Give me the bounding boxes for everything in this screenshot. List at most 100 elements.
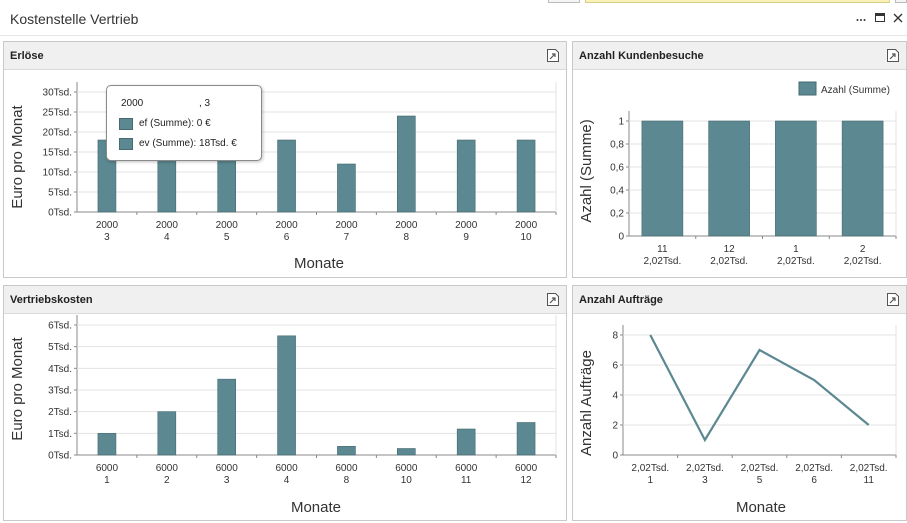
bar [217,378,236,456]
x-tick-label: 2,02Tsd. [777,256,815,267]
chart-kundenbesuche: 0 0,2 0,4 0,6 0,8 1 11 2,02Tsd. 12 2,02Tsd. 1 2,02T… [573,71,906,277]
y-tick-label: 6Tsd. [48,321,72,332]
x-tick-label: 5 [224,232,230,243]
export-icon[interactable] [546,48,560,63]
x-tick-label: 2,02Tsd. [631,463,669,474]
tooltip-row-label: ef (Summe): 0 € [139,118,211,129]
y-tick-label: 0,2 [610,209,624,220]
kundenbesuche-chart-svg: 00,20,40,60,81112,02Tsd.122,02Tsd.12,02T… [578,81,897,267]
y-tick-label: 5Tsd. [48,342,72,353]
y-tick-label: 2Tsd. [48,407,72,418]
x-tick-label: 3 [104,232,110,243]
chart-vertriebskosten: 0Tsd. 1Tsd. 2Tsd. 3Tsd. 4Tsd. 5Tsd. 6Tsd. 6000 1… [4,315,566,520]
close-icon[interactable] [893,11,903,26]
x-tick-label: 8 [404,232,410,243]
x-tick-label: 7 [344,232,350,243]
x-tick-label: 6000 [335,463,358,474]
legend-label: Azahl (Summe) [821,85,890,96]
x-tick-label: 6000 [275,463,298,474]
y-tick-label: 15Tsd. [43,148,72,159]
x-tick-label: 2000 [395,220,418,231]
x-tick-label: 2,02Tsd. [850,463,888,474]
x-tick-label: 3 [224,475,230,486]
y-tick-label: 0,4 [610,186,624,197]
window-titlebar: Kostenstelle Vertrieb [0,0,907,36]
x-tick-label: 2,02Tsd. [686,463,724,474]
y-tick-label: 1 [618,117,624,128]
x-tick-label: 2000 [96,220,119,231]
panel-header: Erlöse [4,42,566,70]
y-tick-label: 0 [612,451,618,462]
x-tick-label: 6 [284,232,290,243]
y-axis-title: Anzahl Aufträge [578,350,595,456]
export-icon[interactable] [886,48,900,63]
y-tick-label: 1Tsd. [48,429,72,440]
bar [516,139,536,213]
bar [337,446,356,456]
panel-header: Vertriebskosten [4,286,566,314]
auftraege-chart-svg: 024682,02Tsd.12,02Tsd.32,02Tsd.52,02Tsd.… [578,325,897,516]
legend-swatch [798,81,817,96]
panel-kundenbesuche: Anzahl Kundenbesuche 0 0,2 0,4 0,6 0,8 1 11 2,0… [572,41,907,278]
restore-icon[interactable] [875,11,885,26]
x-axis-title: Monate [294,255,344,272]
x-tick-label: 2 [860,244,866,255]
x-tick-label: 2,02Tsd. [643,256,681,267]
y-axis-title: Euro pro Monat [9,336,26,440]
bar [277,335,296,456]
tooltip-row-label: ev (Summe): 18Tsd. € [139,138,237,149]
x-tick-label: 2,02Tsd. [844,256,882,267]
x-tick-label: 2,02Tsd. [741,463,779,474]
x-tick-label: 9 [463,232,469,243]
y-tick-label: 2 [612,421,618,432]
y-tick-label: 4 [612,391,618,402]
x-tick-label: 2 [164,475,170,486]
bar [456,428,476,456]
bar [841,120,884,237]
ellipsis-icon[interactable] [856,11,866,26]
y-axis-title: Azahl (Summe) [578,119,595,222]
x-tick-label: 11 [657,244,668,255]
x-tick-label: 12 [521,475,533,486]
x-tick-label: 4 [284,475,290,486]
bar [397,115,416,213]
x-tick-label: 12 [724,244,736,255]
bar [337,163,356,213]
y-tick-label: 0,8 [610,140,624,151]
y-tick-label: 10Tsd. [43,168,72,179]
x-tick-label: 2,02Tsd. [710,256,748,267]
x-tick-label: 2000 [216,220,239,231]
export-icon[interactable] [886,292,900,307]
bar [516,422,536,456]
panel-title: Anzahl Kundenbesuche [579,50,704,62]
y-tick-label: 30Tsd. [43,88,72,99]
panel-erloese: Erlöse 0Tsd. 5Tsd. 10Tsd. 15Tsd. 20Tsd. 25Tsd… [3,41,567,278]
toolbar-fragment [585,0,890,3]
y-tick-label: 4Tsd. [48,364,72,375]
y-tick-label: 25Tsd. [43,108,72,119]
x-tick-label: 6000 [216,463,239,474]
x-tick-label: 6000 [395,463,418,474]
panel-title: Vertriebskosten [10,294,93,306]
y-tick-label: 20Tsd. [43,128,72,139]
x-tick-label: 1 [793,244,799,255]
y-tick-label: 0,6 [610,163,624,174]
y-tick-label: 8 [612,331,618,342]
x-tick-label: 6000 [96,463,119,474]
bar [775,120,817,237]
y-axis-title: Euro pro Monat [9,104,26,208]
export-icon[interactable] [546,292,560,307]
x-tick-label: 2000 [156,220,179,231]
y-tick-label: 0Tsd. [48,208,72,219]
y-tick-label: 6 [612,361,618,372]
x-tick-label: 2000 [455,220,478,231]
x-axis-title: Monate [291,499,341,516]
legend-swatch [119,118,133,130]
y-tick-label: 3Tsd. [48,386,72,397]
window-title: Kostenstelle Vertrieb [10,11,139,27]
erloese-chart-svg: 0Tsd. 5Tsd. 10Tsd. 15Tsd. 20Tsd. 25Tsd. 30Tsd.… [9,82,557,272]
chart-tooltip: 2000 , 3 ef (Summe): 0 € ev (Summe): 18T… [106,85,262,161]
x-tick-label: 10 [401,475,413,486]
x-tick-label: 10 [521,232,533,243]
panel-header: Anzahl Kundenbesuche [573,42,906,70]
